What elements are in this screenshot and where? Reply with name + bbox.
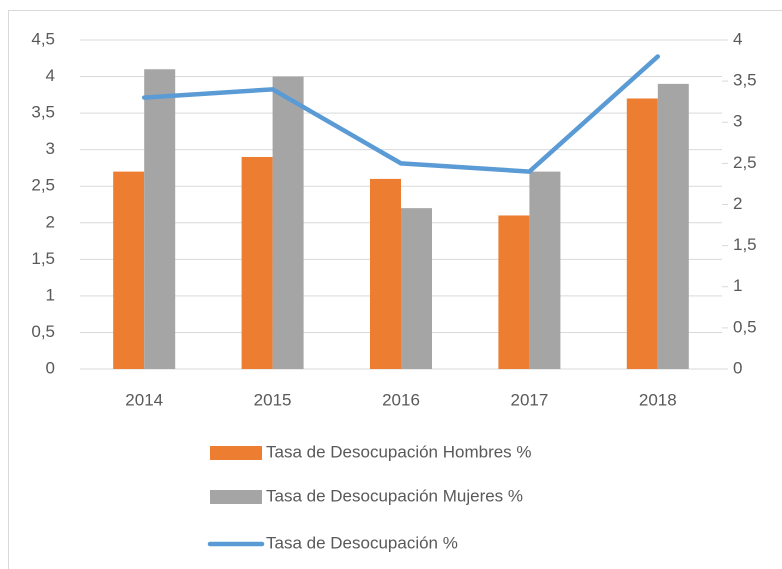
bar	[113, 171, 145, 369]
bar	[657, 83, 689, 369]
y2-tick-label: 2	[733, 194, 742, 213]
y2-tick-label: 1,5	[733, 235, 757, 254]
y-tick-label: 3,5	[31, 103, 55, 122]
y2-tick-label: 3,5	[733, 71, 757, 90]
x-tick-label: 2017	[510, 390, 548, 409]
y2-tick-label: 2,5	[733, 153, 757, 172]
legend-swatch	[210, 490, 262, 504]
legend-label: Tasa de Desocupación Mujeres %	[266, 486, 523, 505]
bar	[498, 215, 530, 369]
y2-tick-label: 0,5	[733, 317, 757, 336]
y-tick-label: 1,5	[31, 249, 55, 268]
y-tick-label: 0	[46, 358, 55, 377]
legend-label: Tasa de Desocupación Hombres %	[266, 442, 532, 461]
legend-label: Tasa de Desocupación %	[266, 533, 458, 552]
y-tick-label: 3	[46, 139, 55, 158]
y-tick-label: 2	[46, 212, 55, 231]
y-tick-label: 4,5	[31, 29, 55, 48]
x-tick-label: 2016	[382, 390, 420, 409]
bar	[144, 69, 176, 369]
x-tick-label: 2015	[254, 390, 292, 409]
bar	[401, 208, 432, 369]
legend-swatch	[210, 446, 262, 460]
bar	[241, 156, 273, 369]
y2-tick-label: 4	[733, 29, 742, 48]
y2-tick-label: 0	[733, 358, 742, 377]
bar	[370, 178, 401, 369]
x-tick-label: 2018	[639, 390, 677, 409]
y-tick-label: 2,5	[31, 176, 55, 195]
y-tick-label: 0,5	[31, 322, 55, 341]
line	[141, 54, 661, 174]
bar	[529, 171, 561, 369]
y-tick-label: 4	[46, 66, 55, 85]
y2-tick-label: 1	[733, 276, 742, 295]
y2-tick-label: 3	[733, 112, 742, 131]
y-tick-label: 1	[46, 285, 55, 304]
bar	[272, 76, 304, 370]
bar	[626, 98, 658, 369]
x-tick-label: 2014	[125, 390, 163, 409]
